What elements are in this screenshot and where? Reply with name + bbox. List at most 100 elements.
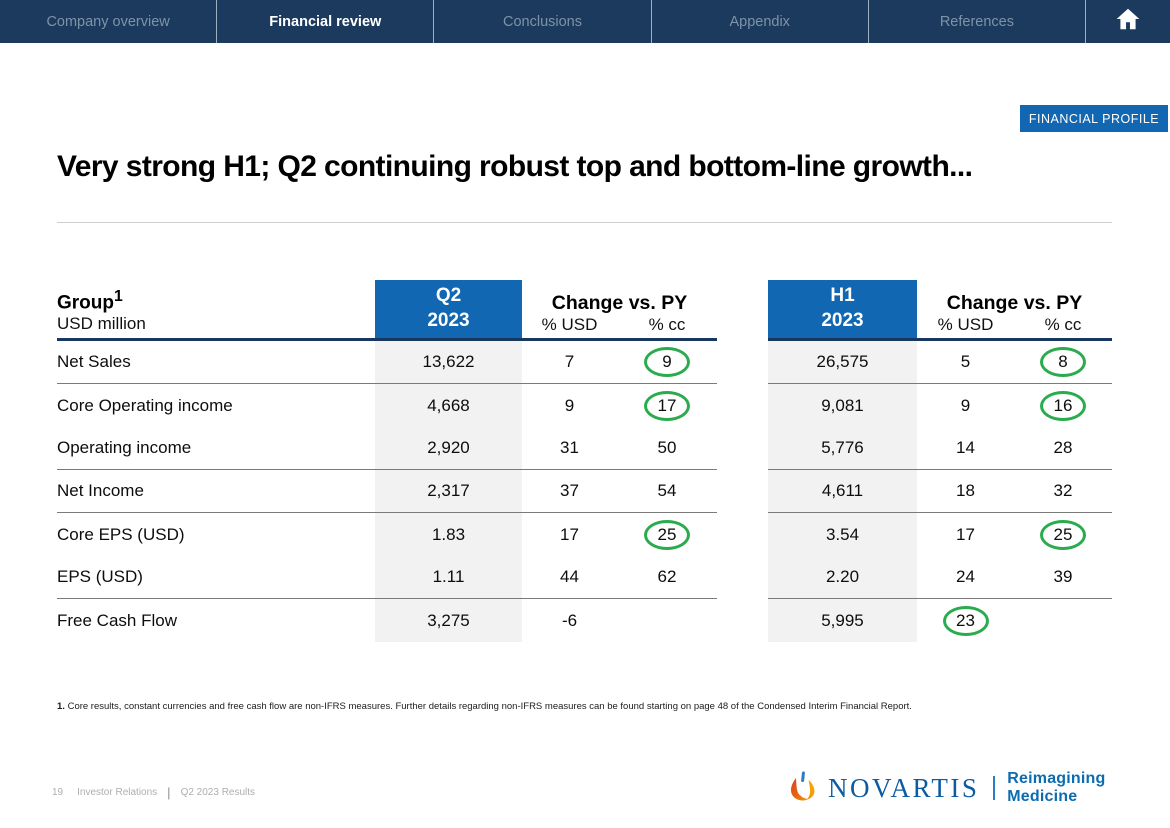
table-row: 5,776 14 28 [768, 427, 1112, 470]
nav-tab-financial-review[interactable]: Financial review [216, 0, 433, 43]
q2-cc-cell: 54 [657, 481, 677, 500]
q2-cc-cell: 17 [617, 390, 717, 421]
group-label: Group1 [57, 287, 123, 314]
row-label: Net Sales [57, 352, 131, 371]
q2-cc-cell: 50 [657, 438, 677, 457]
table-row: 4,611 18 32 [768, 470, 1112, 513]
q2-col-cc-label: % cc [648, 315, 686, 334]
row-label: EPS (USD) [57, 567, 143, 586]
q2-table: Group1 USD million Q2 2023 Change vs. PY… [57, 280, 717, 642]
table-row: EPS (USD) 1.11 44 62 [57, 556, 717, 599]
footer-subsection: Q2 2023 Results [180, 787, 256, 798]
h1-col-cc-label: % cc [1044, 315, 1082, 334]
home-button[interactable] [1085, 0, 1170, 43]
q2-usd-cell: 7 [564, 352, 575, 371]
q2-period-box: Q2 2023 [375, 280, 522, 338]
h1-value-cell: 4,611 [768, 470, 917, 512]
nav-tab-references[interactable]: References [867, 0, 1085, 43]
q2-table-header: Group1 USD million Q2 2023 Change vs. PY… [57, 280, 717, 341]
q2-usd-cell: 44 [560, 567, 579, 586]
table-row: 26,575 5 8 [768, 341, 1112, 384]
table-row: Core EPS (USD) 1.83 17 25 [57, 513, 717, 556]
novartis-flame-icon [788, 769, 818, 808]
table-row: Free Cash Flow 3,275 -6 [57, 599, 717, 642]
q2-usd-cell: 17 [560, 524, 579, 544]
unit-label: USD million [57, 314, 146, 333]
novartis-wordmark: NOVARTIS [828, 772, 980, 803]
group-header: Group1 USD million [57, 280, 375, 338]
h1-cc-cell: 28 [1053, 438, 1073, 457]
table-row: 5,995 23 [768, 599, 1112, 642]
h1-cc-cell: 32 [1053, 481, 1073, 500]
h1-usd-cell: 9 [960, 395, 971, 415]
table-row: Operating income 2,920 31 50 [57, 427, 717, 470]
h1-cc-cell: 25 [1014, 519, 1112, 550]
financial-profile-badge: FINANCIAL PROFILE [1020, 105, 1168, 132]
h1-usd-cell: 18 [956, 481, 975, 500]
q2-value-cell: 1.11 [375, 556, 522, 598]
q2-value-cell: 2,920 [375, 427, 522, 469]
h1-cc-cell: 16 [1014, 390, 1112, 421]
h1-cc-cell: 8 [1014, 347, 1112, 377]
h1-change-header: Change vs. PY % USD % cc [917, 280, 1112, 338]
top-nav: Company overview Financial review Conclu… [0, 0, 1170, 43]
q2-cc-cell: 25 [617, 519, 717, 550]
h1-period-box: H1 2023 [768, 280, 917, 338]
nav-tab-company-overview[interactable]: Company overview [46, 13, 170, 30]
row-label: Operating income [57, 438, 192, 457]
novartis-logo: NOVARTIS Reimagining Medicine [788, 769, 1170, 807]
table-row: Net Sales 13,622 7 9 [57, 341, 717, 384]
q2-usd-cell: 31 [560, 438, 579, 457]
h1-col-usd-label: % USD [937, 315, 994, 334]
h1-table: H1 2023 Change vs. PY % USD % cc 26,575 … [768, 280, 1112, 642]
page-title: Very strong H1; Q2 continuing robust top… [57, 150, 973, 183]
footnote-text: Core results, constant currencies and fr… [67, 701, 912, 712]
h1-value-cell: 26,575 [768, 341, 917, 383]
q2-change-header: Change vs. PY % USD % cc [522, 280, 717, 338]
q2-value-cell: 2,317 [375, 470, 522, 512]
h1-cc-cell: 39 [1053, 567, 1073, 586]
footer-section: Investor Relations [77, 787, 158, 798]
footnote-marker: 1. [57, 701, 65, 712]
q2-value-cell: 1.83 [375, 513, 522, 556]
row-label: Free Cash Flow [57, 610, 177, 630]
h1-value-cell: 9,081 [768, 384, 917, 427]
table-row: 3.54 17 25 [768, 513, 1112, 556]
h1-usd-cell: 17 [956, 524, 975, 544]
table-row: 2.20 24 39 [768, 556, 1112, 599]
table-row: Core Operating income 4,668 9 17 [57, 384, 717, 427]
footer-meta: 19 Investor Relations | Q2 2023 Results [52, 785, 255, 800]
h1-table-body: 26,575 5 8 9,081 9 16 5,776 14 28 4,611 … [768, 341, 1112, 642]
table-row: Net Income 2,317 37 54 [57, 470, 717, 513]
q2-value-cell: 3,275 [375, 599, 522, 642]
q2-table-body: Net Sales 13,622 7 9 Core Operating inco… [57, 341, 717, 642]
page-number: 19 [52, 787, 64, 798]
row-label: Core EPS (USD) [57, 524, 185, 544]
h1-usd-cell: 24 [956, 567, 975, 586]
home-icon [1115, 6, 1141, 37]
footnote-ref: 1 [114, 287, 123, 305]
q2-col-usd-label: % USD [541, 315, 598, 334]
q2-cc-cell: 9 [617, 347, 717, 377]
row-label: Net Income [57, 481, 144, 500]
h1-table-header: H1 2023 Change vs. PY % USD % cc [768, 280, 1112, 341]
h1-value-cell: 3.54 [768, 513, 917, 556]
brand-divider [993, 776, 996, 800]
h1-usd-cell: 14 [956, 438, 975, 457]
h1-value-cell: 2.20 [768, 556, 917, 598]
q2-usd-cell: 9 [564, 395, 575, 415]
q2-value-cell: 4,668 [375, 384, 522, 427]
title-divider [57, 222, 1112, 223]
q2-usd-cell: 37 [560, 481, 579, 500]
brand-tagline: Reimagining Medicine [1007, 770, 1106, 805]
q2-cc-cell: 62 [657, 567, 677, 586]
nav-tab-conclusions[interactable]: Conclusions [433, 0, 650, 43]
h1-value-cell: 5,776 [768, 427, 917, 469]
q2-value-cell: 13,622 [375, 341, 522, 383]
row-label: Core Operating income [57, 395, 233, 415]
footnote: 1. Core results, constant currencies and… [57, 701, 1107, 712]
footer-separator: | [167, 785, 171, 800]
nav-tab-appendix[interactable]: Appendix [650, 0, 868, 43]
h1-usd-cell: 23 [917, 605, 1014, 636]
